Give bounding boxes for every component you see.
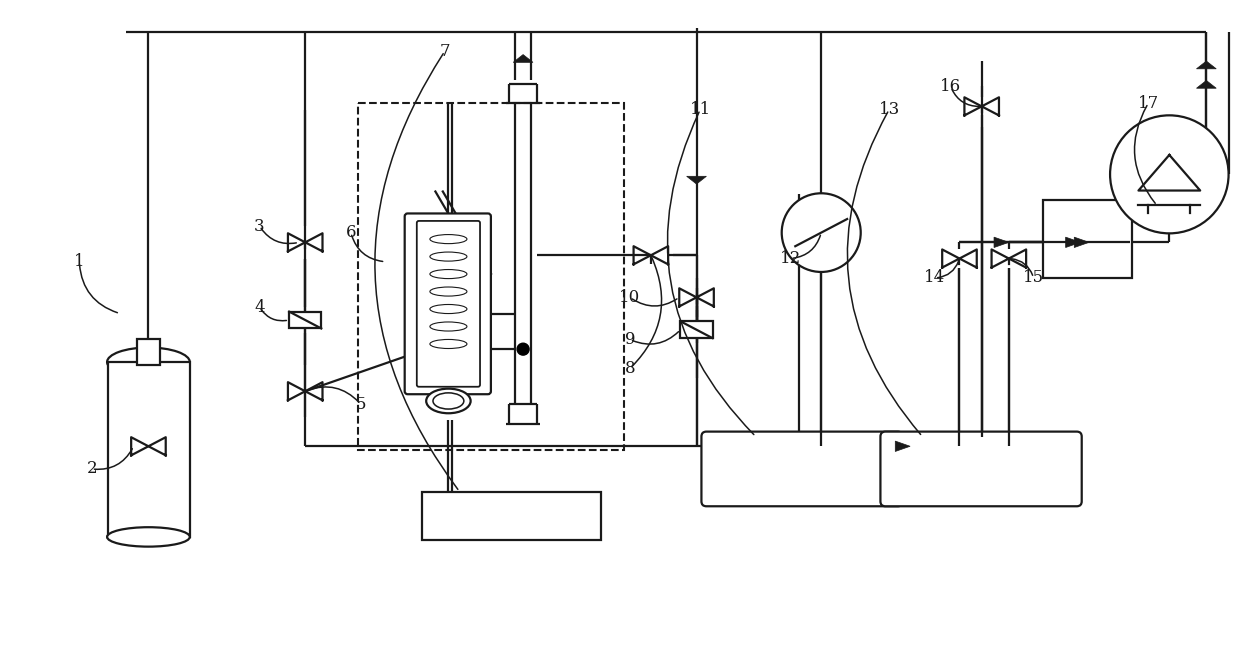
Bar: [138, 340, 160, 365]
Bar: [289, 311, 321, 328]
FancyBboxPatch shape: [702, 432, 903, 506]
Bar: [358, 103, 624, 449]
Text: 1: 1: [74, 253, 84, 270]
Text: 4: 4: [254, 298, 265, 315]
Text: 9: 9: [625, 331, 635, 348]
Text: 10: 10: [619, 289, 641, 306]
Polygon shape: [513, 55, 533, 62]
Text: 14: 14: [924, 270, 945, 287]
Text: 13: 13: [878, 101, 900, 118]
Polygon shape: [994, 237, 1009, 247]
Ellipse shape: [427, 389, 471, 413]
Bar: [423, 492, 601, 540]
Text: 11: 11: [689, 101, 711, 118]
Bar: [108, 362, 191, 537]
Bar: [1043, 200, 1132, 278]
Text: 8: 8: [625, 360, 635, 377]
Polygon shape: [1074, 237, 1089, 247]
Text: 12: 12: [780, 250, 801, 267]
Polygon shape: [687, 176, 707, 184]
Text: 15: 15: [1023, 270, 1044, 287]
Text: 7: 7: [439, 43, 450, 60]
FancyBboxPatch shape: [404, 214, 491, 394]
Text: 16: 16: [940, 78, 961, 95]
Circle shape: [1110, 116, 1229, 233]
Ellipse shape: [433, 393, 464, 409]
Text: 6: 6: [346, 224, 356, 241]
Ellipse shape: [107, 347, 190, 377]
Circle shape: [781, 193, 861, 272]
FancyBboxPatch shape: [417, 221, 480, 387]
Circle shape: [517, 343, 529, 355]
Polygon shape: [1197, 61, 1216, 69]
Text: 2: 2: [87, 460, 97, 477]
FancyBboxPatch shape: [880, 432, 1081, 506]
Text: 17: 17: [1138, 95, 1159, 112]
Bar: [681, 321, 713, 338]
Text: 3: 3: [254, 217, 265, 234]
Polygon shape: [1065, 237, 1080, 247]
Polygon shape: [1197, 80, 1216, 88]
Polygon shape: [895, 441, 910, 451]
Text: 5: 5: [356, 396, 366, 413]
Ellipse shape: [107, 527, 190, 547]
